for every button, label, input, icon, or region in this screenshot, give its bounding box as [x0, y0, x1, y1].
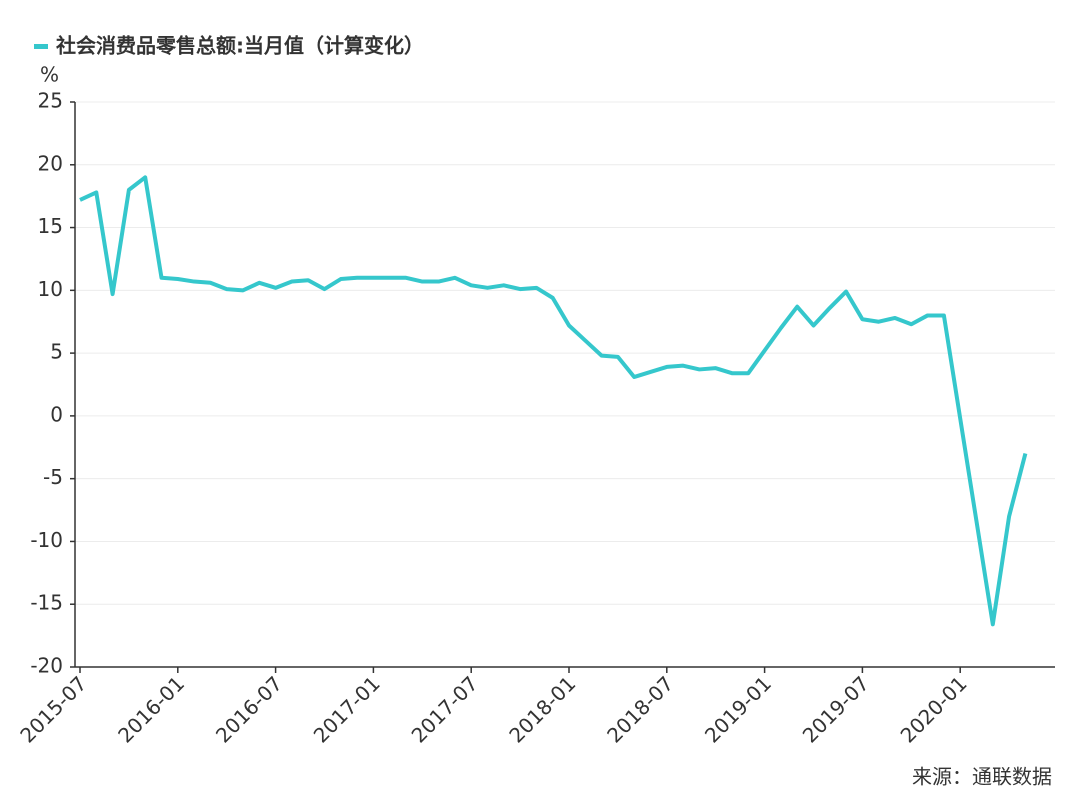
- x-tick-label: 2016-01: [113, 671, 189, 747]
- x-tick-label: 2015-07: [15, 671, 91, 747]
- y-tick-label: -5: [43, 465, 63, 489]
- y-tick-label: -10: [30, 528, 63, 552]
- y-tick-label: 0: [50, 402, 63, 426]
- legend-swatch: [34, 44, 48, 49]
- series-line: [79, 175, 1028, 627]
- x-tick-label: 2016-07: [211, 671, 287, 747]
- y-tick-label: 5: [50, 340, 63, 364]
- y-tick-label: -15: [30, 591, 63, 615]
- x-tick-label: 2018-01: [504, 671, 580, 747]
- y-tick-label: 10: [38, 277, 63, 301]
- y-tick-label: -20: [30, 654, 63, 678]
- x-tick-label: 2019-01: [700, 671, 776, 747]
- y-tick-label: 25: [38, 89, 63, 113]
- x-tick-label: 2020-01: [896, 671, 972, 747]
- legend-label: 社会消费品零售总额:当月值（计算变化）: [55, 34, 424, 58]
- x-tick-label: 2018-07: [602, 671, 678, 747]
- y-axis-label: %: [40, 63, 59, 87]
- source: 来源：通联数据: [912, 765, 1052, 789]
- x-tick-label: 2019-07: [798, 671, 874, 747]
- x-tick-label: 2017-01: [309, 671, 385, 747]
- y-tick-label: 20: [38, 151, 63, 175]
- y-tick-label: 15: [38, 214, 63, 238]
- x-tick-label: 2017-07: [407, 671, 483, 747]
